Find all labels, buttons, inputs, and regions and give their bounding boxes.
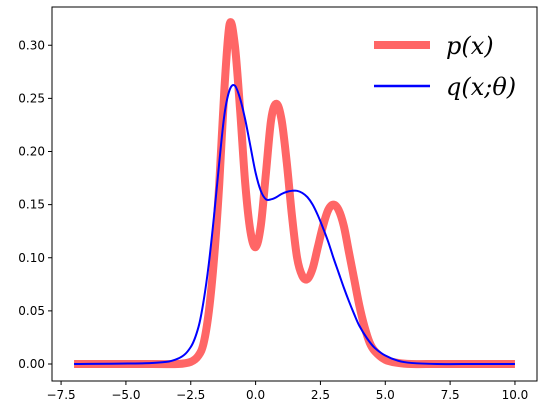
y-tick-label: 0.15: [18, 198, 45, 212]
legend-label-p: p(x): [446, 32, 494, 60]
series-line-p: [74, 18, 515, 369]
legend-label-q: q(x;θ): [446, 73, 516, 101]
y-tick-label: 0.30: [18, 38, 45, 52]
ticks: −7.5 −5.0 −2.5 0.0 2.5 5.0 7.5 10.0 0.00 0.05 0.10…: [18, 38, 528, 402]
x-tick-label: −2.5: [176, 388, 205, 402]
x-tick-label: 7.5: [441, 388, 460, 402]
x-tick-label: 5.0: [376, 388, 395, 402]
y-tick-label: 0.25: [18, 91, 45, 105]
y-tick-label: 0.10: [18, 251, 45, 265]
x-tick-label: 0.0: [246, 388, 265, 402]
series-line-q: [74, 84, 515, 366]
y-tick-label: 0.20: [18, 145, 45, 159]
legend: p(x) q(x;θ): [374, 32, 516, 101]
y-tick-label: 0.05: [18, 304, 45, 318]
y-tick-label: 0.00: [18, 357, 45, 371]
x-tick-label: −7.5: [47, 388, 76, 402]
x-tick-label: −5.0: [111, 388, 140, 402]
axes-frame: [51, 6, 538, 382]
x-tick-label: 2.5: [311, 388, 330, 402]
plot-lines: [74, 18, 515, 369]
x-tick-label: 10.0: [502, 388, 529, 402]
